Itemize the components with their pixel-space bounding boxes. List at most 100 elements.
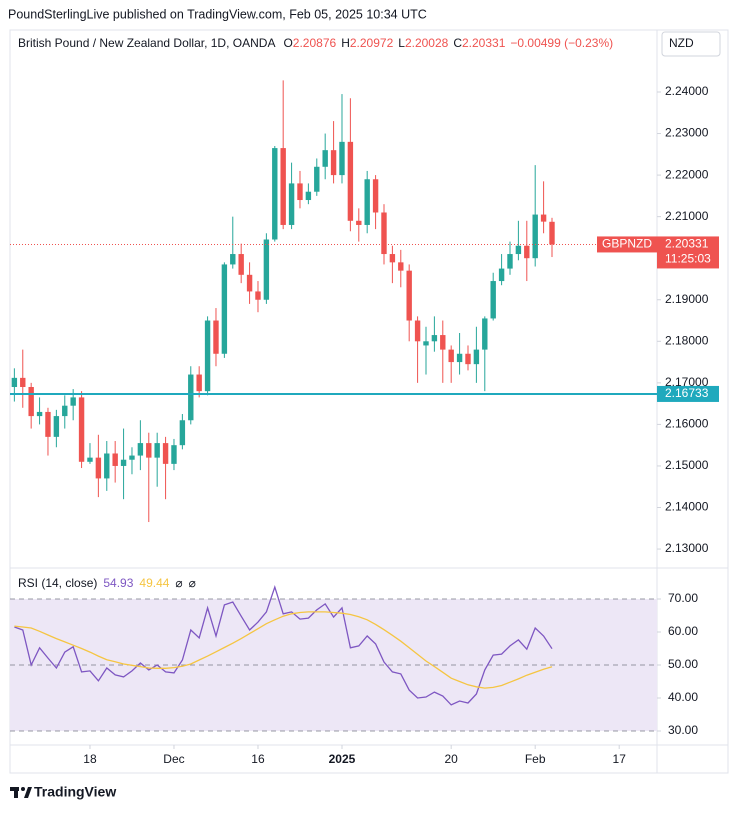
- candle-body: [398, 262, 404, 271]
- candle-body: [78, 397, 85, 462]
- candle-body: [297, 183, 303, 201]
- candle-body: [87, 457, 93, 462]
- candle-body: [36, 411, 43, 417]
- candle-body: [204, 320, 211, 392]
- last-price-label: 2.20331: [665, 237, 709, 251]
- candle-body: [20, 377, 26, 388]
- legend-value: 49.44: [139, 576, 169, 590]
- legend-part: 2.20972: [350, 36, 394, 50]
- candle-body: [288, 183, 295, 225]
- candle-body: [364, 179, 370, 225]
- x-tick-label: 16: [251, 752, 265, 766]
- legend-part: 2.20331: [462, 36, 506, 50]
- y-tick-label: 2.21000: [665, 209, 709, 223]
- publisher-line: PoundSterlingLive published on TradingVi…: [8, 7, 427, 21]
- candle-body: [221, 264, 228, 354]
- candle-body: [272, 148, 278, 240]
- candle-body: [70, 397, 76, 406]
- y-tick-label: 60.00: [668, 624, 698, 638]
- y-tick-label: 2.13000: [665, 541, 709, 555]
- candle-body: [146, 443, 152, 458]
- y-tick-label: 2.22000: [665, 167, 709, 181]
- candle-body: [255, 291, 261, 300]
- candle-body: [11, 377, 18, 388]
- candle-body: [28, 387, 34, 417]
- candle-body: [263, 239, 270, 300]
- currency-button[interactable]: [661, 31, 721, 57]
- candle-body: [280, 148, 286, 225]
- candle-body: [305, 191, 312, 201]
- candle-body: [448, 349, 454, 363]
- x-tick-label: 2025: [329, 752, 356, 766]
- legend-na: ⌀: [175, 576, 182, 590]
- brand: TradingView: [34, 784, 116, 800]
- last-price-box: [657, 236, 719, 269]
- candle-body: [330, 150, 337, 176]
- y-tick-label: 40.00: [668, 690, 698, 704]
- legend-na: ⌀: [189, 576, 196, 590]
- candle-body: [524, 245, 530, 259]
- level-label: 2.16733: [665, 386, 709, 400]
- candle-body: [322, 150, 328, 167]
- x-tick-label: Dec: [163, 752, 184, 766]
- candle-body: [456, 353, 463, 363]
- logo-shape: [24, 787, 32, 798]
- x-tick-label: 17: [613, 752, 627, 766]
- candle-body: [465, 353, 471, 365]
- candle-body: [515, 245, 522, 255]
- candle-body: [372, 179, 379, 213]
- x-tick-label: Feb: [525, 752, 546, 766]
- y-tick-label: 2.24000: [665, 84, 709, 98]
- rsi-line: [14, 585, 553, 706]
- legend-part: O: [283, 36, 292, 50]
- candle-body: [246, 274, 253, 292]
- candle-body: [188, 374, 194, 421]
- candle-body: [490, 281, 496, 319]
- candle-body: [339, 141, 345, 176]
- legend-part: −0.00499 (−0.23%): [510, 36, 613, 50]
- legend-part: C: [453, 36, 462, 50]
- rsi-band: [10, 598, 657, 732]
- legend-part: H: [341, 36, 350, 50]
- y-tick-label: 2.17000: [665, 375, 709, 389]
- candle-body: [473, 349, 480, 365]
- candle-body: [112, 453, 118, 466]
- legend-part: 2.20028: [405, 36, 449, 50]
- candle-body: [314, 166, 320, 192]
- y-tick-label: 2.16000: [665, 417, 709, 431]
- currency-label: NZD: [669, 36, 694, 50]
- candle-body: [53, 416, 60, 437]
- y-tick-label: 50.00: [668, 657, 698, 671]
- y-tick-label: 2.23000: [665, 126, 709, 140]
- candle-body: [45, 411, 51, 437]
- candle-body: [238, 254, 244, 275]
- candle-body: [120, 459, 127, 466]
- candle-body: [414, 320, 421, 342]
- candle-body: [104, 453, 110, 479]
- candle-body: [540, 214, 547, 222]
- logo-shape: [21, 787, 25, 791]
- tv-logo: [10, 787, 32, 798]
- candle-body: [137, 443, 144, 456]
- symbol-box: [597, 236, 657, 253]
- rsi-line: [14, 611, 553, 689]
- candle-body: [381, 212, 387, 255]
- countdown-label: 11:25:03: [665, 252, 711, 266]
- legend-part: British Pound / New Zealand Dollar, 1D, …: [18, 36, 275, 50]
- candle-body: [356, 220, 362, 225]
- candle-body: [440, 335, 446, 350]
- candle-body: [347, 141, 354, 221]
- candle-body: [389, 254, 396, 263]
- symbol-label: GBPNZD: [602, 237, 652, 251]
- y-tick-label: 2.15000: [665, 458, 709, 472]
- candle-body: [154, 443, 160, 458]
- legend-part: L: [398, 36, 405, 50]
- candle-body: [230, 254, 236, 265]
- candle-body: [498, 268, 505, 282]
- candle-body: [431, 335, 438, 342]
- y-tick-label: 30.00: [668, 723, 698, 737]
- candle-body: [423, 341, 429, 346]
- candle-body: [171, 445, 177, 464]
- level-label-box: [657, 385, 719, 402]
